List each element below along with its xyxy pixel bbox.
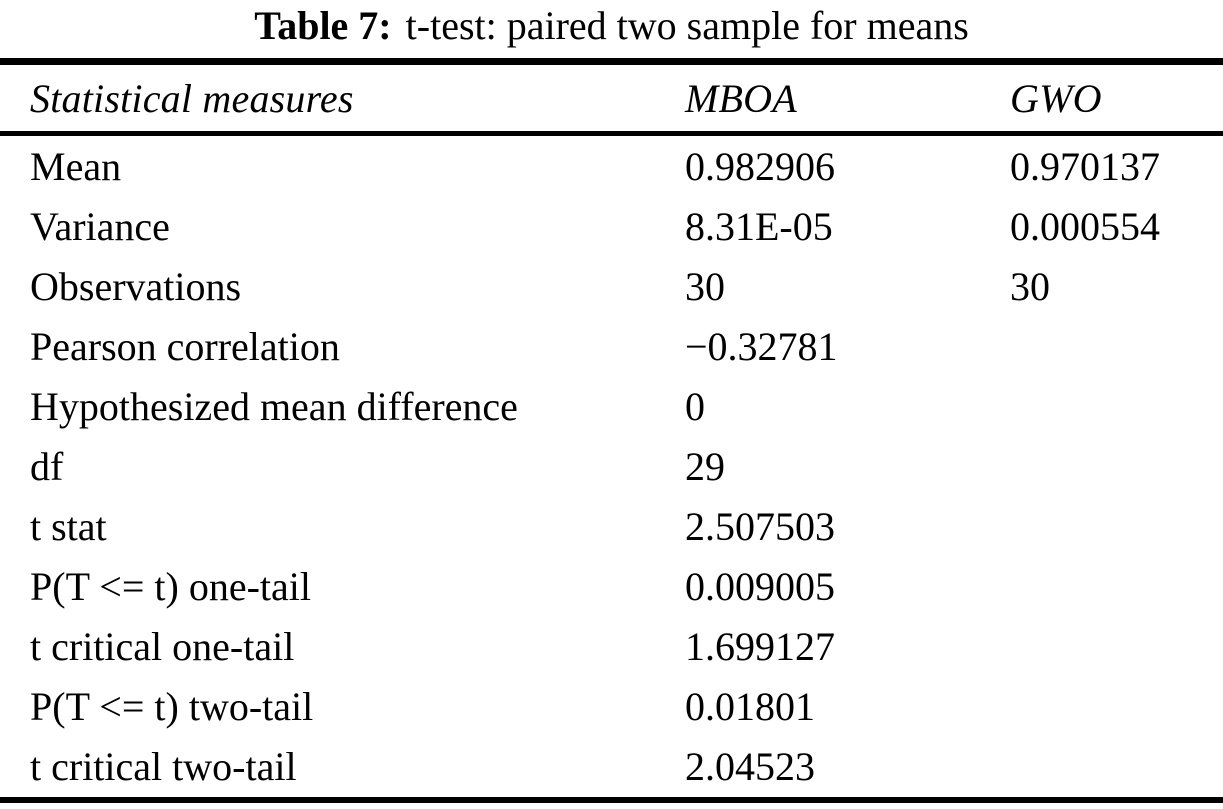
mboa-cell: −0.32781 xyxy=(685,323,838,369)
table-bottom-rule xyxy=(0,797,1223,803)
table-row: Pearson correlation −0.32781 xyxy=(0,316,1223,376)
mboa-cell: 2.507503 xyxy=(685,504,835,550)
measure-cell: Hypothesized mean difference xyxy=(30,383,518,429)
table-row: Variance 8.31E-05 0.000554 xyxy=(0,196,1223,256)
table-row: t critical two-tail 2.04523 xyxy=(0,737,1223,797)
table-row: t critical one-tail 1.699127 xyxy=(0,617,1223,677)
measure-cell: df xyxy=(30,444,64,490)
header-mboa: MBOA xyxy=(685,75,797,121)
mboa-cell: 1.699127 xyxy=(685,624,835,670)
measure-cell: Observations xyxy=(30,263,242,309)
mboa-cell: 2.04523 xyxy=(685,744,815,790)
table-mid-rule xyxy=(0,131,1223,136)
mboa-cell: 30 xyxy=(685,263,725,309)
table-row: P(T <= t) one-tail 0.009005 xyxy=(0,557,1223,617)
header-gwo: GWO xyxy=(1010,75,1102,121)
gwo-cell: 30 xyxy=(1010,263,1050,309)
table-body: Mean 0.982906 0.970137 Variance 8.31E-05… xyxy=(0,136,1223,797)
table-row: df 29 xyxy=(0,436,1223,496)
measure-cell: t stat xyxy=(30,504,107,550)
table-caption: Table 7: t-test: paired two sample for me… xyxy=(0,2,1223,50)
table-row: P(T <= t) two-tail 0.01801 xyxy=(0,677,1223,737)
mboa-cell: 0.982906 xyxy=(685,143,835,189)
table-top-rule xyxy=(0,58,1223,65)
mboa-cell: 0.009005 xyxy=(685,564,835,610)
mboa-cell: 8.31E-05 xyxy=(685,203,833,249)
measure-cell: t critical one-tail xyxy=(30,624,295,670)
measure-cell: P(T <= t) two-tail xyxy=(30,684,314,730)
table-caption-title: t-test: paired two sample for means xyxy=(405,3,969,48)
measure-cell: Pearson correlation xyxy=(30,323,340,369)
mboa-cell: 29 xyxy=(685,444,725,490)
table-row: t stat 2.507503 xyxy=(0,497,1223,557)
table-header-row: Statistical measures MBOA GWO xyxy=(0,65,1223,131)
header-statistical-measures: Statistical measures xyxy=(30,75,354,121)
table-caption-label: Table 7: xyxy=(254,3,392,48)
mboa-cell: 0 xyxy=(685,383,705,429)
measure-cell: Mean xyxy=(30,143,122,189)
table-row: Observations 30 30 xyxy=(0,256,1223,316)
mboa-cell: 0.01801 xyxy=(685,684,815,730)
table-row: Mean 0.982906 0.970137 xyxy=(0,136,1223,196)
measure-cell: t critical two-tail xyxy=(30,744,297,790)
measure-cell: Variance xyxy=(30,203,170,249)
gwo-cell: 0.000554 xyxy=(1010,203,1160,249)
measure-cell: P(T <= t) one-tail xyxy=(30,564,311,610)
table-row: Hypothesized mean difference 0 xyxy=(0,376,1223,436)
gwo-cell: 0.970137 xyxy=(1010,143,1160,189)
